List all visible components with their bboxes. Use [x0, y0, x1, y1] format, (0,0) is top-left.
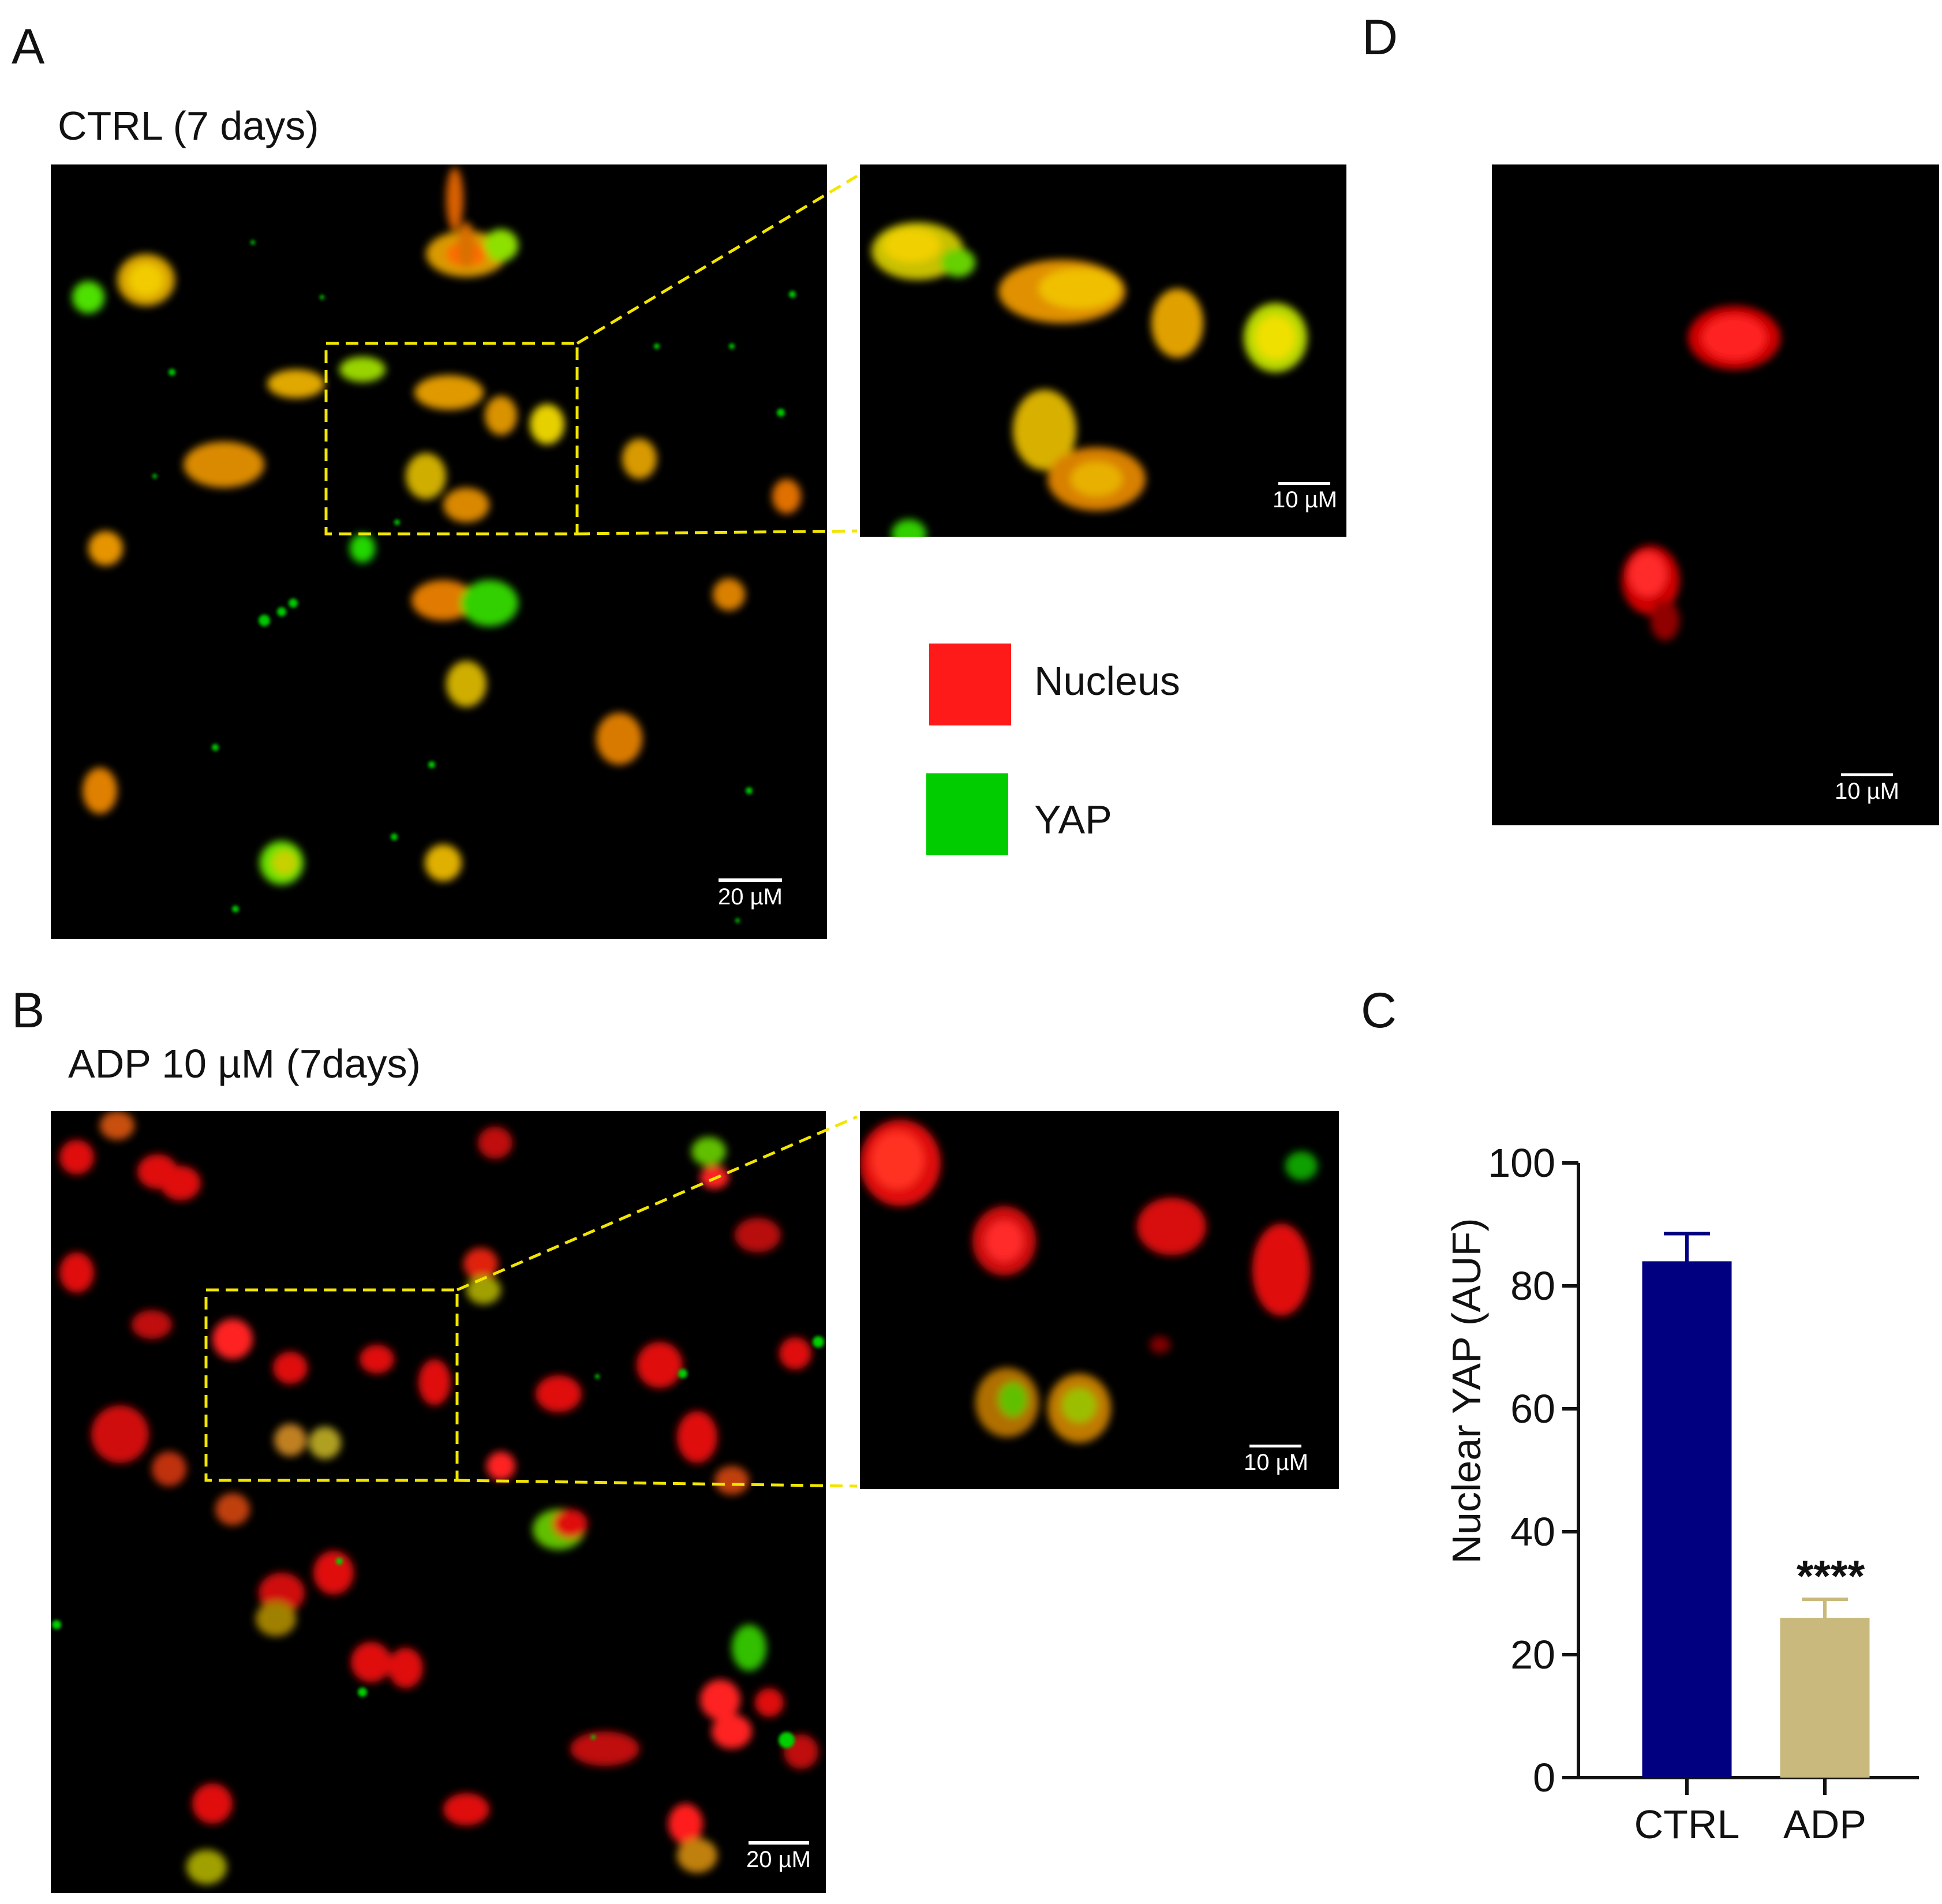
panel-b-inset-image	[860, 1120, 1318, 1443]
panel-letter-c: C	[1361, 983, 1397, 1038]
panel-c-bar-chart: Nuclear YAP (AUF) 0 20 40 60 80 100 CTRL ADP ***…	[1431, 1131, 1939, 1899]
legend-swatch-yap	[926, 773, 1008, 855]
panel-a-inset-scale-bar: 10 µM	[1273, 482, 1337, 513]
scale-bar-label: 20 µM	[746, 1847, 811, 1872]
panel-d-micrograph: 10 µM	[1492, 164, 1939, 825]
panel-letter-d: D	[1362, 10, 1398, 65]
y-tick-label: 20	[1510, 1632, 1555, 1677]
y-tick-label: 40	[1510, 1509, 1555, 1554]
scale-bar-line	[719, 878, 782, 882]
x-tick-label: CTRL	[1634, 1802, 1740, 1847]
y-tick-label: 80	[1510, 1263, 1555, 1308]
y-tick-label: 0	[1533, 1755, 1555, 1800]
scale-bar-line	[1249, 1445, 1301, 1447]
panel-letter-b: B	[12, 983, 45, 1038]
scale-bar-line	[1278, 482, 1330, 485]
panel-c-chart-svg: Nuclear YAP (AUF) 0 20 40 60 80 100 CTRL ADP ***…	[1444, 1140, 1919, 1847]
legend-label-yap: YAP	[1034, 797, 1112, 842]
scale-bar-label: 10 µM	[1835, 779, 1899, 804]
scale-bar-line	[1841, 773, 1893, 776]
y-axis-label: Nuclear YAP (AUF)	[1444, 1218, 1489, 1563]
panel-a-scale-bar: 20 µM	[716, 878, 785, 908]
scale-bar-line	[748, 1841, 809, 1845]
panel-b-micrograph-image	[52, 1111, 824, 1884]
y-tick-label: 60	[1510, 1386, 1555, 1431]
panel-b-micrograph: 20 µM	[51, 1111, 826, 1893]
panel-d-scale-bar: 10 µM	[1829, 773, 1904, 803]
bar-ctrl	[1642, 1261, 1732, 1778]
panel-d-image	[1622, 306, 1780, 641]
panel-a-micrograph: 20 µM	[51, 164, 827, 939]
significance-label: ****	[1797, 1552, 1865, 1601]
legend-swatch-nucleus	[929, 644, 1011, 725]
y-tick-label: 100	[1488, 1140, 1555, 1185]
panel-letter-a: A	[12, 19, 45, 74]
panel-a-inset-micrograph: 10 µM	[860, 164, 1346, 537]
panel-b-condition-label: ADP 10 µM (7days)	[68, 1041, 421, 1086]
panel-b-inset-scale-bar: 10 µM	[1244, 1445, 1308, 1475]
bar-adp	[1780, 1618, 1870, 1778]
panel-b-inset-micrograph: 10 µM	[860, 1111, 1339, 1489]
x-tick-label: ADP	[1783, 1802, 1866, 1847]
panel-a-micrograph-image	[72, 167, 801, 923]
scale-bar-label: 10 µM	[1244, 1450, 1308, 1475]
panel-a-condition-label: CTRL (7 days)	[58, 103, 319, 148]
scale-bar-label: 10 µM	[1273, 487, 1337, 513]
panel-a-inset-image	[871, 222, 1307, 537]
panel-b-scale-bar: 20 µM	[741, 1841, 816, 1871]
scale-bar-label: 20 µM	[718, 884, 783, 910]
legend-label-nucleus: Nucleus	[1034, 659, 1180, 704]
